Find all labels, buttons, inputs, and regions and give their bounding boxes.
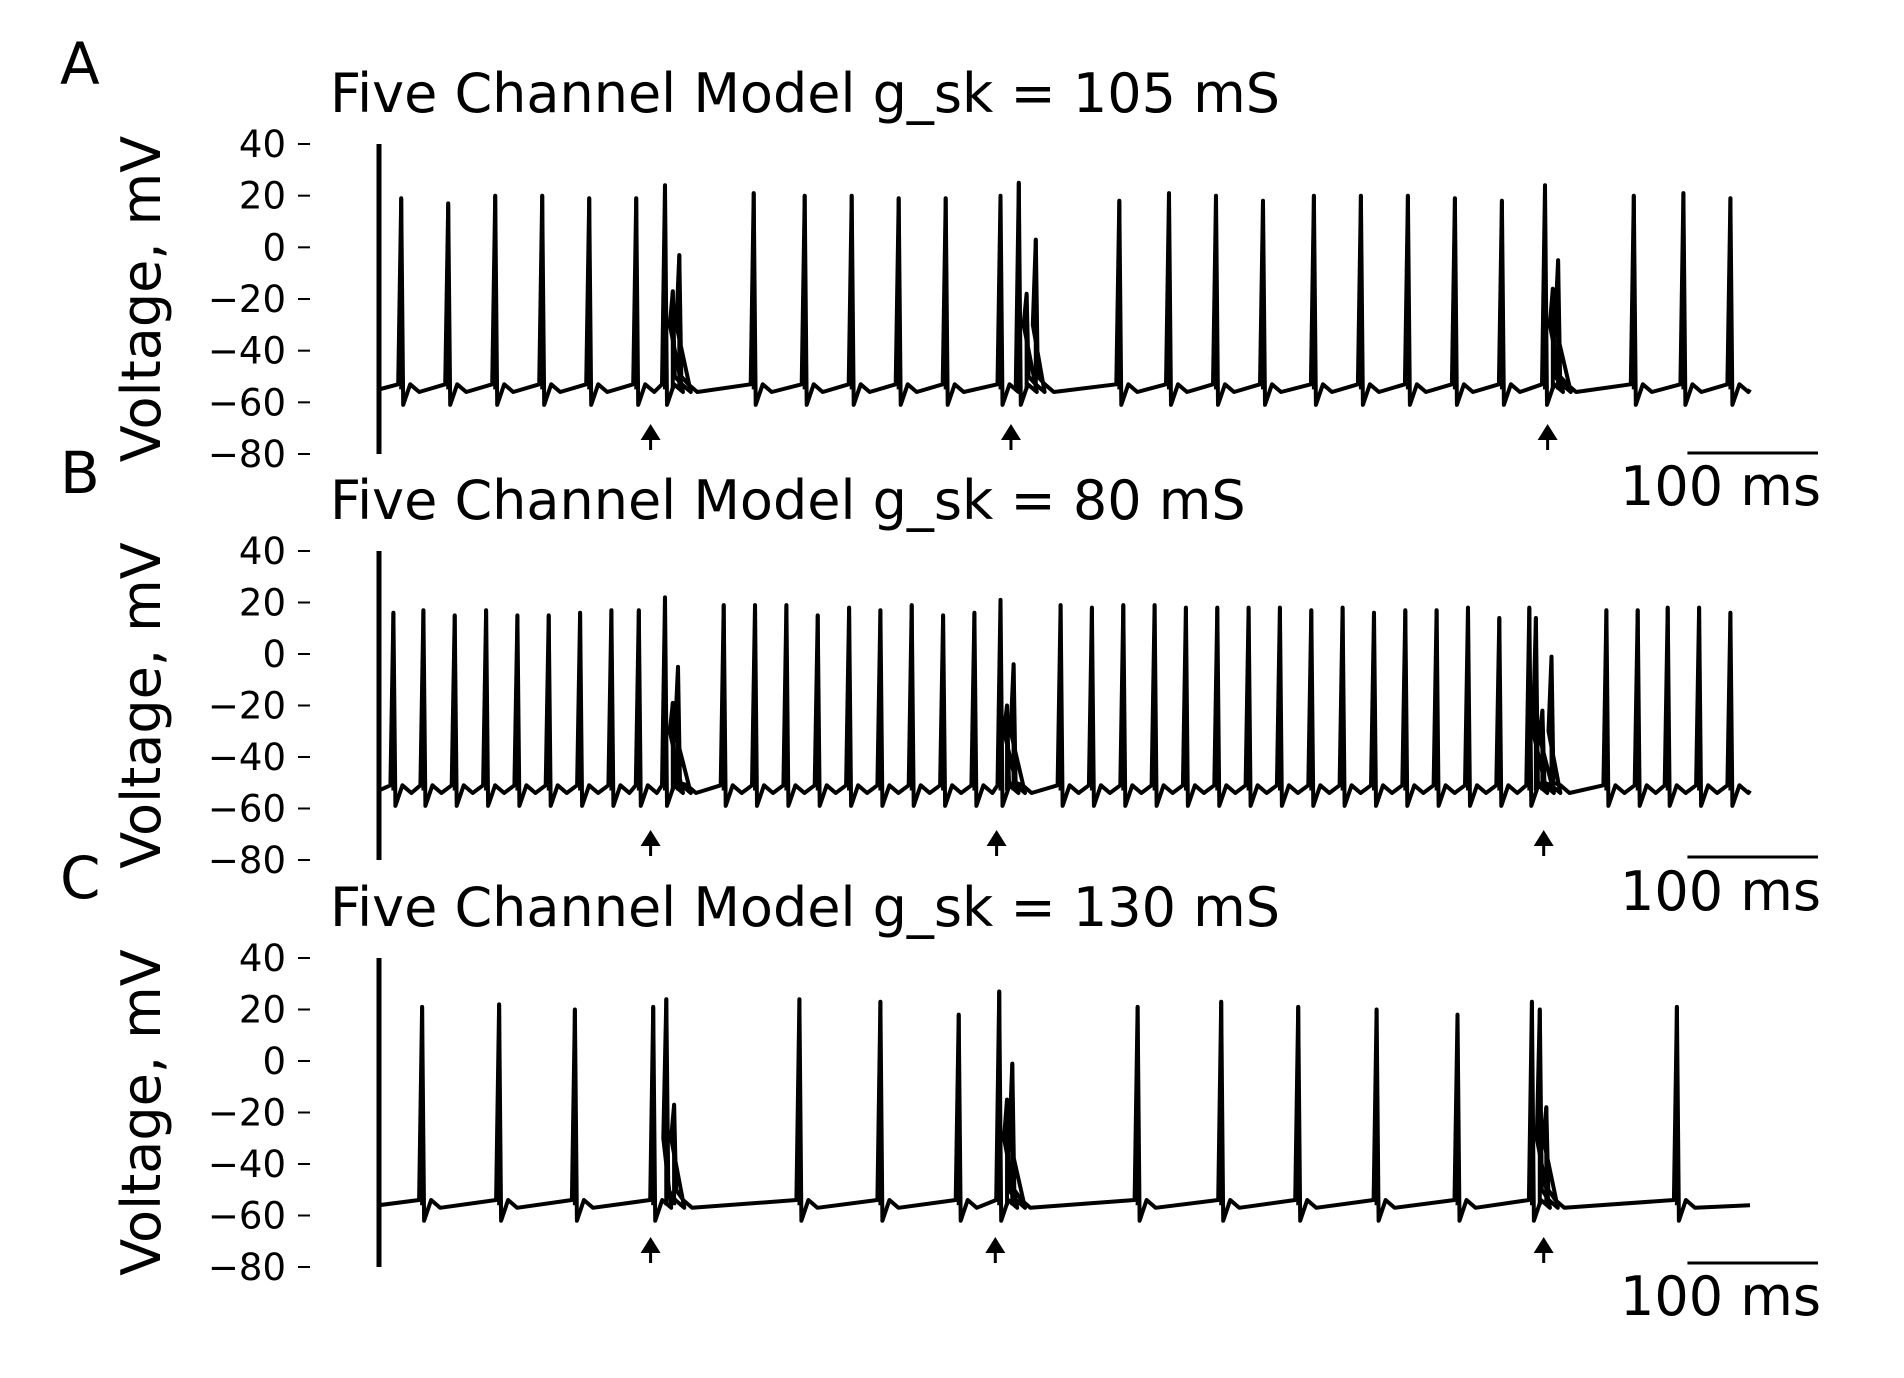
y-tick-label: 20 bbox=[239, 175, 286, 218]
y-tick-label: −60 bbox=[208, 381, 286, 424]
y-tick-label: 20 bbox=[239, 582, 286, 625]
y-tick-label: −40 bbox=[208, 736, 286, 779]
stimulus-arrow-icon bbox=[640, 424, 661, 440]
scale-bar-label: 100 ms bbox=[1620, 1265, 1821, 1328]
y-tick-label: 40 bbox=[239, 530, 286, 573]
panel-letter: B bbox=[60, 439, 100, 507]
y-tick-label: 0 bbox=[262, 1040, 286, 1083]
y-tick-label: 0 bbox=[262, 633, 286, 676]
scale-bar-label: 100 ms bbox=[1620, 455, 1821, 518]
stimulus-arrow-icon bbox=[640, 830, 661, 846]
y-axis-label: Voltage, mV bbox=[110, 949, 173, 1275]
panel-a: A Five Channel Model g_sk = 105 mS Voltage… bbox=[60, 30, 1821, 518]
y-tick-label: 40 bbox=[239, 937, 286, 980]
panel-title: Five Channel Model g_sk = 80 mS bbox=[330, 469, 1246, 532]
y-tick-label: −20 bbox=[208, 685, 286, 728]
y-tick-label: 40 bbox=[239, 123, 286, 166]
stimulus-arrow-icon bbox=[1537, 424, 1558, 440]
stimulus-arrow-icon bbox=[985, 1237, 1006, 1253]
y-tick-label: 0 bbox=[262, 226, 286, 269]
y-axis-label: Voltage, mV bbox=[110, 136, 173, 462]
scale-bar-label: 100 ms bbox=[1620, 860, 1821, 923]
y-tick-label: 20 bbox=[239, 989, 286, 1032]
y-tick-label: −40 bbox=[208, 330, 286, 373]
y-axis-label: Voltage, mV bbox=[110, 542, 173, 868]
y-tick-label: −80 bbox=[208, 839, 286, 882]
y-tick-label: −80 bbox=[208, 433, 286, 476]
y-tick-label: −20 bbox=[208, 278, 286, 321]
panel-letter: A bbox=[60, 30, 100, 98]
y-tick-label: −20 bbox=[208, 1092, 286, 1135]
stimulus-arrow-icon bbox=[1000, 424, 1021, 440]
panel-title: Five Channel Model g_sk = 105 mS bbox=[330, 62, 1280, 125]
y-tick-label: −60 bbox=[208, 788, 286, 831]
stimulus-arrow-icon bbox=[986, 830, 1007, 846]
y-tick-label: −80 bbox=[208, 1246, 286, 1289]
y-tick-label: −60 bbox=[208, 1195, 286, 1238]
stimulus-arrow-icon bbox=[640, 1237, 661, 1253]
panel-c: C Five Channel Model g_sk = 130 mS Voltage… bbox=[60, 844, 1821, 1328]
panel-letter: C bbox=[60, 844, 101, 912]
stimulus-arrow-icon bbox=[1533, 830, 1554, 846]
panel-title: Five Channel Model g_sk = 130 mS bbox=[330, 876, 1280, 939]
stimulus-arrow-icon bbox=[1533, 1237, 1554, 1253]
y-tick-label: −40 bbox=[208, 1143, 286, 1186]
panel-b: B Five Channel Model g_sk = 80 mS Voltage,… bbox=[60, 439, 1821, 923]
